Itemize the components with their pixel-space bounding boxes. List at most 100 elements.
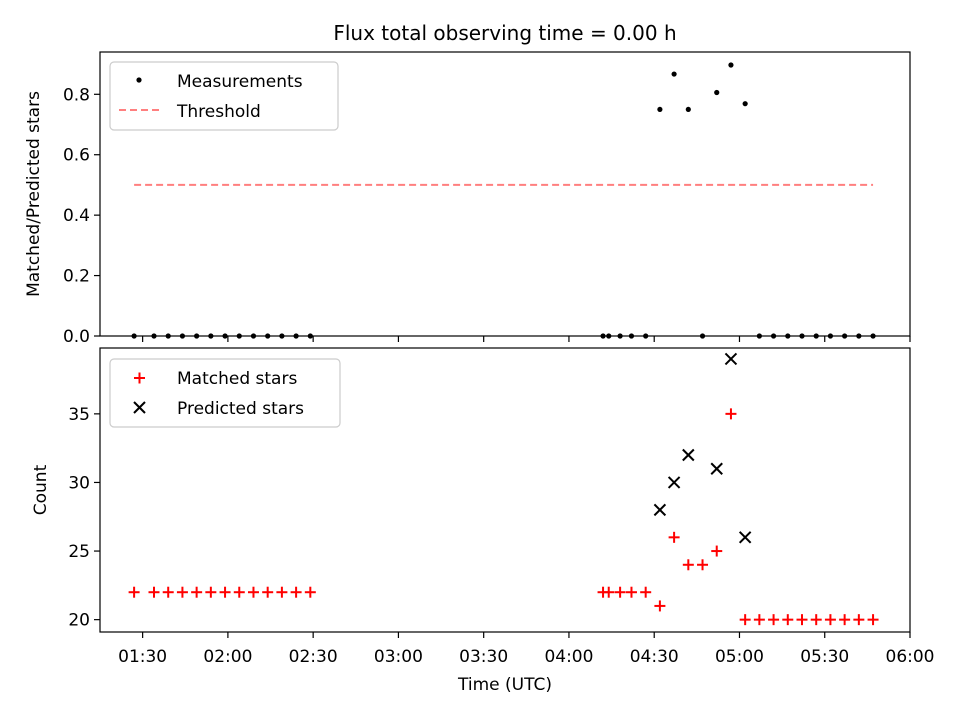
measurement-point — [785, 333, 791, 339]
matched-star-point — [640, 586, 652, 598]
measurement-point — [617, 333, 623, 339]
legend-predicted-label: Predicted stars — [177, 399, 304, 419]
matched-star-point — [697, 559, 709, 571]
bottom-plot-frame — [99, 347, 911, 633]
predicted-star-point — [682, 448, 695, 462]
matched-star-point — [262, 586, 274, 598]
x-tick-label: 05:30 — [800, 647, 849, 667]
bottom-y-axis-label: Count — [31, 464, 51, 515]
measurement-point — [179, 333, 186, 339]
top-y-tick-label: 0.8 — [63, 85, 90, 105]
matched-star-point — [176, 586, 188, 598]
matched-star-point — [839, 614, 851, 626]
bottom-marks — [128, 352, 879, 626]
x-tick-label: 06:00 — [886, 647, 935, 667]
matched-star-point — [753, 614, 765, 626]
matched-star-point — [603, 586, 615, 598]
x-tick-label: 01:30 — [118, 647, 167, 667]
top-y-tick-label: 0.0 — [63, 327, 90, 347]
measurement-point — [628, 333, 635, 339]
matched-star-point — [810, 614, 822, 626]
measurement-point — [165, 333, 171, 339]
measurement-point — [293, 333, 299, 339]
matched-star-point — [191, 586, 203, 598]
matched-star-point — [219, 586, 231, 598]
measurement-point — [131, 333, 137, 339]
top-panel: 0.00.20.40.60.8 Matched/Predicted stars … — [24, 51, 911, 347]
top-legend: Measurements Threshold — [109, 61, 339, 131]
measurement-point — [770, 333, 777, 339]
matched-star-point — [614, 586, 626, 598]
predicted-star-point — [653, 503, 667, 517]
measurement-point — [728, 62, 734, 68]
measurement-point — [756, 333, 762, 339]
x-tick-label: 04:30 — [630, 647, 679, 667]
top-y-ticks: 0.0 0.2 0.4 0.6 0.8 — [63, 85, 100, 347]
top-y-tick-label: 0.2 — [63, 267, 90, 287]
matched-star-point — [290, 586, 302, 598]
matched-star-point — [768, 614, 780, 626]
matched-star-point — [824, 614, 836, 626]
measurement-point — [742, 101, 748, 107]
matched-star-point — [711, 545, 723, 557]
top-y-tick-label: 0.4 — [63, 206, 90, 226]
bottom-y-tick-label: 25 — [68, 542, 90, 562]
bottom-x-ticks: 01:30 02:00 02:30 03:00 03:30 04:00 04:30 05:00… — [118, 632, 935, 667]
matched-star-point — [304, 586, 316, 598]
bottom-y-tick-label: 30 — [68, 473, 90, 493]
measurement-point — [685, 106, 691, 113]
measurement-point — [236, 333, 242, 339]
x-tick-label: 02:00 — [203, 647, 252, 667]
predicted-star-point — [738, 531, 752, 544]
legend-predicted-marker — [133, 401, 146, 414]
matched-star-point — [148, 586, 160, 598]
matched-star-point — [796, 614, 808, 626]
x-tick-label: 04:00 — [544, 647, 593, 667]
x-tick-label: 03:30 — [459, 647, 508, 667]
matched-star-point — [739, 614, 751, 626]
matched-star-point — [682, 559, 694, 571]
matched-star-point — [162, 586, 174, 598]
x-axis-label: Time (UTC) — [457, 675, 552, 695]
matched-star-point — [205, 586, 217, 598]
legend-threshold-label: Threshold — [176, 102, 261, 122]
matched-star-point — [625, 586, 637, 598]
measurement-point — [222, 333, 228, 339]
bottom-y-ticks: 20 25 30 35 — [68, 405, 100, 631]
predicted-star-point — [710, 462, 723, 475]
bottom-legend-box — [109, 358, 341, 428]
measurement-point — [600, 333, 606, 339]
measurement-point — [307, 333, 313, 339]
top-y-tick-label: 0.6 — [63, 146, 90, 166]
measurement-point — [714, 89, 720, 96]
measurement-point — [671, 71, 677, 77]
measurement-point — [208, 333, 214, 339]
measurement-point — [606, 333, 612, 339]
matched-star-point — [782, 614, 794, 626]
measurement-point — [657, 106, 663, 113]
top-marks — [131, 62, 876, 339]
top-y-axis-label: Matched/Predicted stars — [24, 91, 44, 297]
measurement-point — [813, 333, 819, 339]
measurement-point — [250, 333, 257, 339]
measurement-point — [151, 333, 157, 339]
matched-star-point — [233, 586, 245, 598]
top-x-ticks — [142, 336, 911, 342]
top-plot-frame — [99, 51, 911, 337]
legend-matched-marker — [134, 372, 145, 384]
x-tick-label: 05:00 — [715, 647, 764, 667]
matched-star-point — [668, 531, 680, 543]
measurement-point — [265, 333, 271, 339]
matched-star-point — [725, 408, 737, 420]
predicted-star-point — [667, 476, 681, 489]
legend-measurements-label: Measurements — [177, 72, 303, 92]
chart-title: Flux total observing time = 0.00 h — [333, 21, 676, 45]
measurement-point — [699, 333, 706, 339]
top-legend-box — [109, 61, 339, 131]
legend-measurements-marker — [136, 77, 142, 83]
measurement-point — [643, 333, 649, 339]
predicted-star-point — [724, 352, 738, 366]
measurement-point — [799, 333, 805, 339]
matched-star-point — [128, 586, 140, 598]
